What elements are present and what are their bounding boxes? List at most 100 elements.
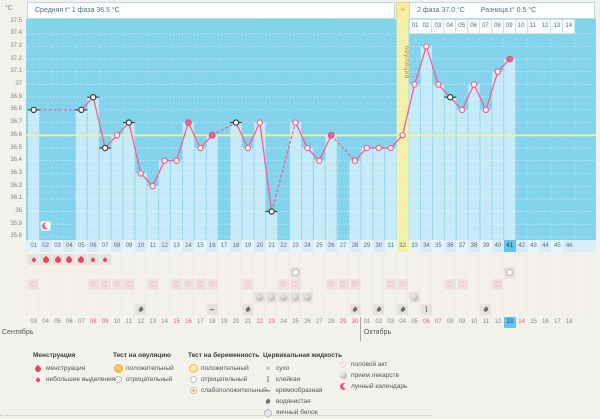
temp-point[interactable] xyxy=(304,144,311,152)
cycle-day-number[interactable]: 32 xyxy=(396,240,409,252)
cycle-day-number[interactable]: 25 xyxy=(313,240,326,252)
intercourse-icon: ♡ xyxy=(327,279,335,289)
temp-point[interactable] xyxy=(316,157,323,164)
cycle-day-number[interactable]: 13 xyxy=(170,240,183,252)
cycle-day-number[interactable]: 27 xyxy=(337,240,350,252)
cervical-fluid-watery-icon xyxy=(351,306,359,313)
temp-point[interactable] xyxy=(113,132,121,139)
temp-point[interactable] xyxy=(244,144,252,152)
temp-point[interactable] xyxy=(351,157,359,164)
date-cell: 24 xyxy=(280,319,287,325)
legend-item: ♡ половой акт xyxy=(338,359,407,370)
cycle-day-number[interactable]: 39 xyxy=(479,240,492,252)
temp-point-excluded[interactable] xyxy=(101,144,109,152)
cycle-day-number[interactable]: 04 xyxy=(63,240,76,252)
cycle-day-number[interactable]: 10 xyxy=(134,240,147,252)
cycle-day-number[interactable]: 41 xyxy=(503,240,516,252)
cycle-day-number[interactable]: 28 xyxy=(349,240,362,252)
temp-point[interactable] xyxy=(292,119,299,126)
temp-point[interactable] xyxy=(137,170,145,177)
cycle-day-number[interactable]: 06 xyxy=(87,240,100,252)
cycle-day-number[interactable]: 24 xyxy=(301,240,314,252)
cycle-day-number[interactable]: 45 xyxy=(551,240,564,252)
cycle-day-number[interactable]: 20 xyxy=(253,240,266,252)
cycle-day-number[interactable]: 26 xyxy=(325,240,338,252)
cycle-day-number[interactable]: 29 xyxy=(360,240,373,252)
cycle-day-number[interactable]: 42 xyxy=(515,240,528,252)
symbol-grid-background xyxy=(26,253,596,317)
phase2-day-cell: 12 xyxy=(539,19,552,34)
temp-point[interactable] xyxy=(482,106,490,114)
cycle-day-number[interactable]: 35 xyxy=(432,240,445,252)
temp-point-excluded[interactable] xyxy=(78,106,85,114)
cycle-day-number[interactable]: 07 xyxy=(99,240,112,252)
cycle-day-number[interactable]: 01 xyxy=(27,240,40,252)
temp-point[interactable] xyxy=(197,144,204,152)
temp-point-filled[interactable] xyxy=(185,119,192,126)
temp-point[interactable] xyxy=(387,144,394,152)
cycle-day-number[interactable]: 30 xyxy=(372,240,385,252)
phase2-day-cell: 10 xyxy=(515,19,528,34)
y-axis-tick-label: 36.2 xyxy=(10,182,22,189)
cycle-day-number[interactable]: 40 xyxy=(491,240,504,252)
legend-item: прием лекарств xyxy=(338,370,407,381)
date-cell: 05 xyxy=(54,319,61,325)
temp-point[interactable] xyxy=(458,106,466,114)
temp-point-filled[interactable] xyxy=(506,55,514,63)
intercourse-cell: ♡ xyxy=(87,279,99,290)
cycle-day-number[interactable]: 36 xyxy=(444,240,457,252)
ovulation-band xyxy=(396,19,409,240)
temp-point[interactable] xyxy=(399,132,406,139)
temperature-chart[interactable]: овуляция xyxy=(26,19,596,241)
cycle-day-number[interactable]: 11 xyxy=(146,240,159,252)
temp-point[interactable] xyxy=(423,43,430,50)
temp-point-excluded[interactable] xyxy=(125,119,133,126)
temp-point[interactable] xyxy=(173,157,180,164)
temp-point[interactable] xyxy=(470,81,478,88)
temp-point[interactable] xyxy=(363,144,371,152)
temp-point-excluded[interactable] xyxy=(30,106,37,114)
cycle-day-number[interactable]: 44 xyxy=(539,240,552,252)
cycle-day-number[interactable]: 09 xyxy=(122,240,135,252)
cycle-day-number[interactable]: 16 xyxy=(206,240,219,252)
phase2-day-cell: 13 xyxy=(551,19,564,34)
temp-point-excluded[interactable] xyxy=(268,208,275,215)
temp-point[interactable] xyxy=(161,157,168,164)
cycle-day-number[interactable]: 19 xyxy=(241,240,254,252)
cycle-day-number[interactable]: 33 xyxy=(408,240,421,252)
cycle-day-number[interactable]: 18 xyxy=(230,240,243,252)
temp-point-filled[interactable] xyxy=(208,131,216,139)
intercourse-icon: ♡ xyxy=(196,279,204,289)
temp-point[interactable] xyxy=(411,81,418,88)
cycle-day-number[interactable]: 22 xyxy=(277,240,290,252)
temp-difference-label: Разница t° 0.5 °C xyxy=(480,7,537,14)
cervical-fluid-watery-icon xyxy=(399,306,406,313)
temp-point[interactable] xyxy=(149,182,156,190)
temp-point-filled[interactable] xyxy=(327,131,335,139)
cycle-day-number[interactable]: 38 xyxy=(468,240,481,252)
cycle-day-number[interactable]: 46 xyxy=(563,240,576,252)
phase2-summary-box: 2 фаза 37.0 °C Разница t° 0.5 °C xyxy=(409,2,595,19)
cycle-day-number[interactable]: 23 xyxy=(289,240,302,252)
temp-point[interactable] xyxy=(256,119,263,126)
cycle-day-number[interactable]: 14 xyxy=(182,240,195,252)
cycle-day-number[interactable]: 21 xyxy=(265,240,278,252)
cycle-day-number[interactable]: 15 xyxy=(194,240,207,252)
cycle-day-number[interactable]: 34 xyxy=(420,240,433,252)
cycle-day-number[interactable]: 03 xyxy=(51,240,64,252)
cycle-day-number[interactable]: 43 xyxy=(527,240,540,252)
temp-point-excluded[interactable] xyxy=(89,93,97,101)
cycle-day-number[interactable]: 31 xyxy=(384,240,397,252)
cycle-day-number[interactable]: 02 xyxy=(39,240,52,252)
cycle-day-number[interactable]: 12 xyxy=(158,240,171,252)
temp-point-excluded[interactable] xyxy=(232,119,240,126)
cycle-day-number[interactable]: 37 xyxy=(456,240,469,252)
temp-point[interactable] xyxy=(375,144,382,152)
temp-point[interactable] xyxy=(494,68,501,76)
temp-point-excluded[interactable] xyxy=(447,93,454,101)
temp-bar xyxy=(385,148,397,240)
cycle-day-number[interactable]: 17 xyxy=(218,240,231,252)
temp-point[interactable] xyxy=(435,81,442,88)
cycle-day-number[interactable]: 08 xyxy=(111,240,124,252)
cycle-day-number[interactable]: 05 xyxy=(75,240,88,252)
